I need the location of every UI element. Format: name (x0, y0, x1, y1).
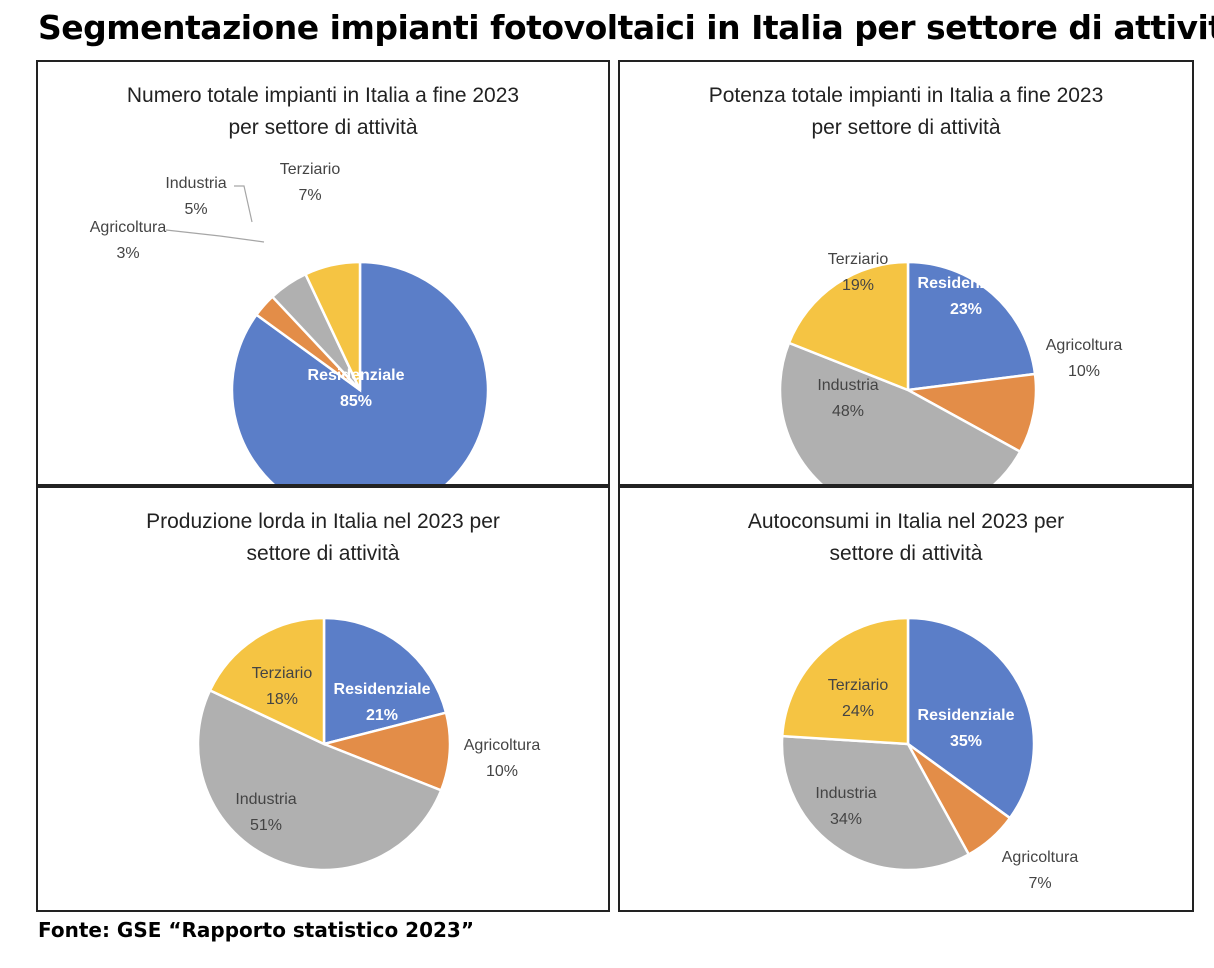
pie-slice-terziario (787, 260, 910, 392)
slice-label-agricoltura: Agricoltura (90, 219, 167, 236)
leader-line (234, 185, 253, 223)
leader-line (165, 229, 265, 243)
slice-value-agricoltura: 10% (1068, 363, 1100, 380)
pie-slice-terziario (208, 616, 326, 746)
pie-slice-residenziale (322, 616, 448, 746)
slice-value-residenziale: 23% (950, 301, 982, 318)
slice-value-terziario: 18% (266, 691, 298, 708)
slice-label-terziario: Terziario (252, 665, 313, 682)
pie-slice-residenziale (906, 260, 1037, 392)
pie-slice-agricoltura (319, 711, 452, 793)
slice-value-agricoltura: 10% (486, 763, 518, 780)
pie-slice-residenziale (230, 260, 490, 484)
slice-value-terziario: 7% (298, 187, 321, 204)
chart-panel-autoconsumi: Autoconsumi in Italia nel 2023 per settor… (618, 486, 1194, 912)
slice-label-agricoltura: Agricoltura (1002, 849, 1079, 866)
slice-value-residenziale: 35% (950, 733, 982, 750)
slice-value-terziario: 19% (842, 277, 874, 294)
chart-title-line: Numero totale impianti in Italia a fine … (127, 84, 519, 107)
chart-panel-potenza: Potenza totale impianti in Italia a fine… (618, 60, 1194, 486)
chart-title-line: settore di attività (247, 542, 400, 565)
slice-label-terziario: Terziario (828, 677, 889, 694)
slice-label-agricoltura: Agricoltura (464, 737, 541, 754)
chart-title-line: settore di attività (830, 542, 983, 565)
slice-label-agricoltura: Agricoltura (1046, 337, 1123, 354)
slice-value-residenziale: 85% (340, 393, 372, 410)
pie-slice-terziario (303, 260, 362, 391)
slice-value-industria: 34% (830, 811, 862, 828)
slice-label-industria: Industria (815, 785, 876, 802)
pie-chart: Potenza totale impianti in Italia a fine… (709, 84, 1123, 484)
pie-slice-industria (196, 688, 443, 872)
slice-label-industria: Industria (165, 175, 226, 192)
chart-title-line: Produzione lorda in Italia nel 2023 per (146, 510, 500, 533)
slice-label-industria: Industria (817, 377, 878, 394)
chart-title-line: per settore di attività (228, 116, 417, 139)
page-title: Segmentazione impianti fotovoltaici in I… (38, 8, 1214, 47)
slice-value-agricoltura: 3% (116, 245, 139, 262)
slice-label-residenziale: Residenziale (918, 707, 1015, 724)
pie-slice-agricoltura (904, 372, 1038, 454)
chart-panel-produzione: Produzione lorda in Italia nel 2023 per s… (36, 486, 610, 912)
chart-title-line: Autoconsumi in Italia nel 2023 per (748, 510, 1064, 533)
pie-chart: Produzione lorda in Italia nel 2023 per s… (146, 510, 541, 872)
pie-slice-industria (780, 734, 971, 872)
slice-label-residenziale: Residenziale (334, 681, 431, 698)
pie-slice-terziario (780, 616, 910, 746)
slice-value-industria: 51% (250, 817, 282, 834)
pie-chart: Numero totale impianti in Italia a fine … (90, 84, 519, 484)
slice-value-residenziale: 21% (366, 707, 398, 724)
slice-value-terziario: 24% (842, 703, 874, 720)
chart-panel-numero-impianti: Numero totale impianti in Italia a fine … (36, 60, 610, 486)
slice-value-industria: 48% (832, 403, 864, 420)
chart-title-line: per settore di attività (811, 116, 1000, 139)
slice-label-industria: Industria (235, 791, 296, 808)
pie-slice-residenziale (906, 616, 1036, 820)
pie-slice-industria (778, 341, 1022, 484)
slice-value-agricoltura: 7% (1028, 875, 1051, 892)
slice-label-terziario: Terziario (828, 251, 889, 268)
slice-label-residenziale: Residenziale (308, 367, 405, 384)
source-note: Fonte: GSE “Rapporto statistico 2023” (38, 918, 474, 942)
chart-title-line: Potenza totale impianti in Italia a fine… (709, 84, 1104, 107)
slice-value-industria: 5% (184, 201, 207, 218)
pie-chart: Autoconsumi in Italia nel 2023 per settor… (748, 510, 1079, 892)
slice-label-residenziale: Residenziale (918, 275, 1015, 292)
slice-label-terziario: Terziario (280, 161, 341, 178)
